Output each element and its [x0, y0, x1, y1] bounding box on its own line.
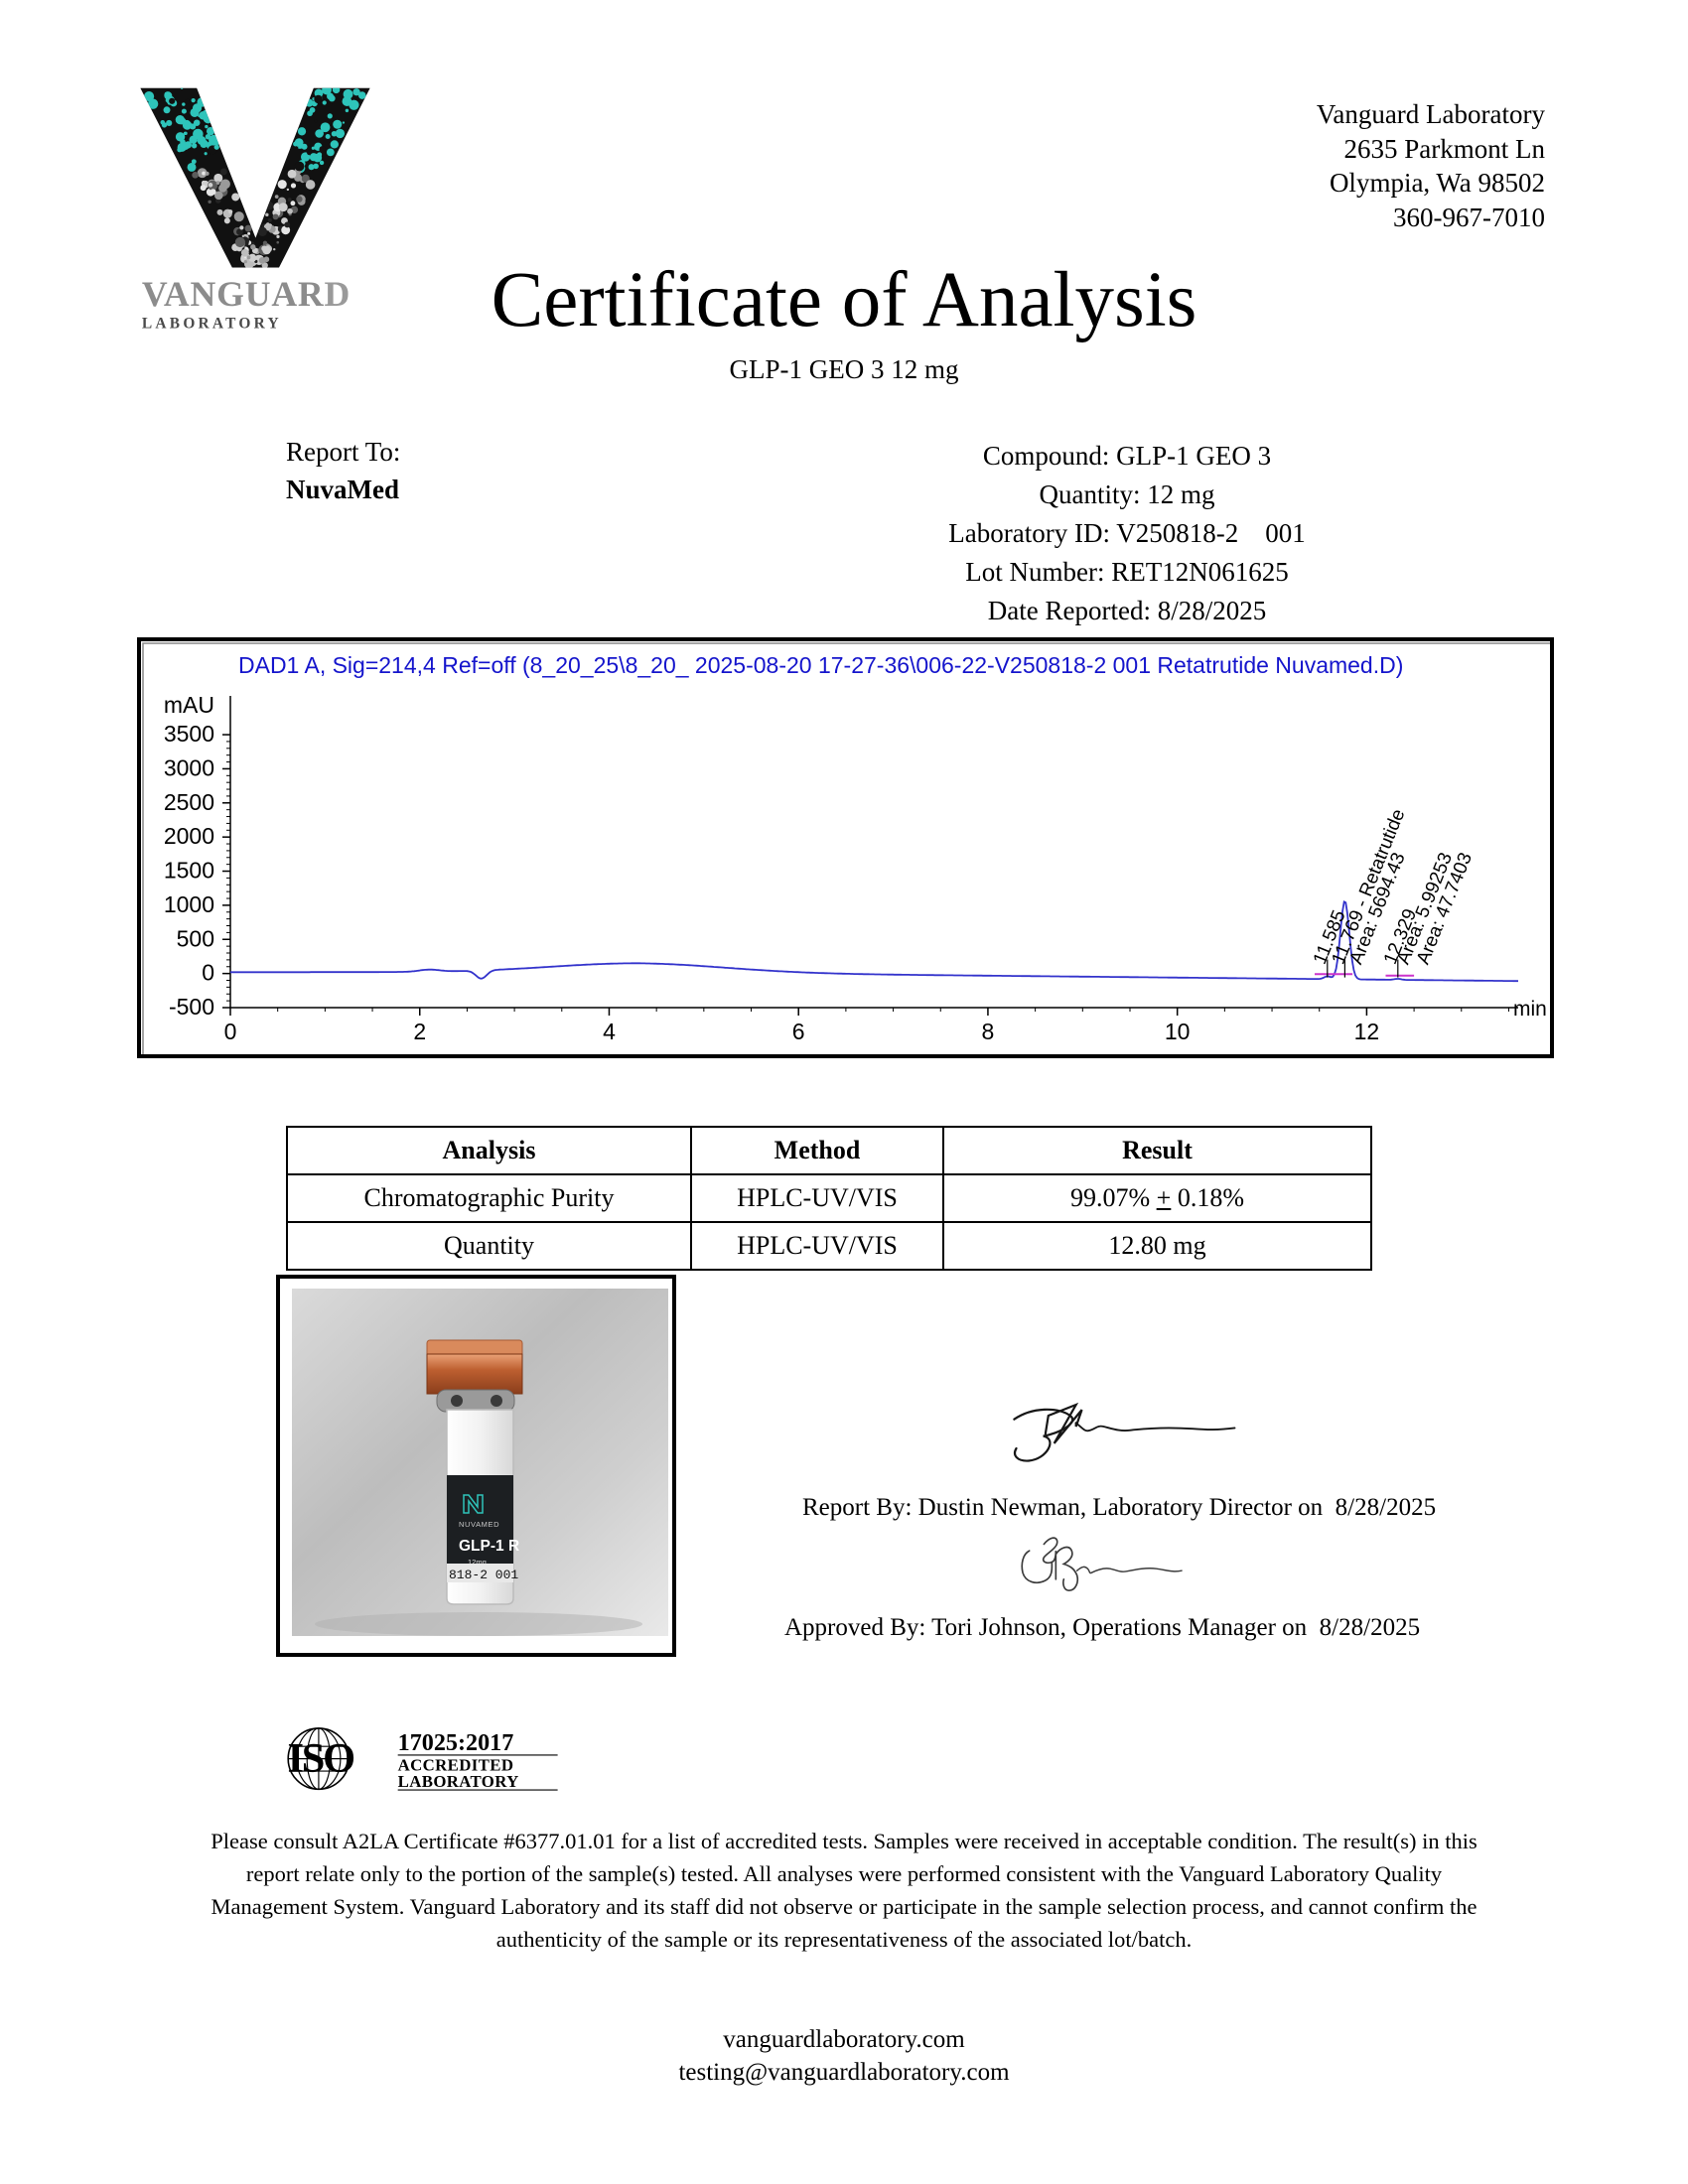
svg-text:1000: 1000 — [164, 891, 214, 917]
svg-text:3000: 3000 — [164, 754, 214, 780]
svg-text:NUVAMED: NUVAMED — [459, 1520, 499, 1529]
svg-text:6: 6 — [792, 1019, 805, 1044]
svg-text:818-2 001: 818-2 001 — [449, 1568, 518, 1582]
svg-text:12: 12 — [1354, 1019, 1380, 1044]
svg-text:0: 0 — [224, 1019, 237, 1044]
svg-text:8: 8 — [982, 1019, 995, 1044]
svg-text:0: 0 — [202, 960, 214, 986]
svg-text:2500: 2500 — [164, 789, 214, 815]
svg-text:500: 500 — [177, 925, 214, 951]
svg-text:2: 2 — [413, 1019, 426, 1044]
svg-text:min: min — [1513, 998, 1547, 1021]
svg-text:mAU: mAU — [164, 692, 214, 718]
svg-text:4: 4 — [603, 1019, 616, 1044]
svg-text:10: 10 — [1165, 1019, 1191, 1044]
svg-text:2000: 2000 — [164, 823, 214, 849]
svg-text:LABORATORY: LABORATORY — [398, 1772, 519, 1791]
svg-text:17025:2017: 17025:2017 — [398, 1729, 514, 1756]
svg-text:1500: 1500 — [164, 858, 214, 884]
svg-text:ISO: ISO — [287, 1735, 353, 1782]
svg-text:DAD1 A, Sig=214,4 Ref=off (8_2: DAD1 A, Sig=214,4 Ref=off (8_20_25\8_20_… — [238, 652, 1403, 678]
svg-text:GLP-1 R: GLP-1 R — [459, 1538, 519, 1555]
svg-text:-500: -500 — [169, 994, 214, 1020]
svg-text:3500: 3500 — [164, 721, 214, 747]
